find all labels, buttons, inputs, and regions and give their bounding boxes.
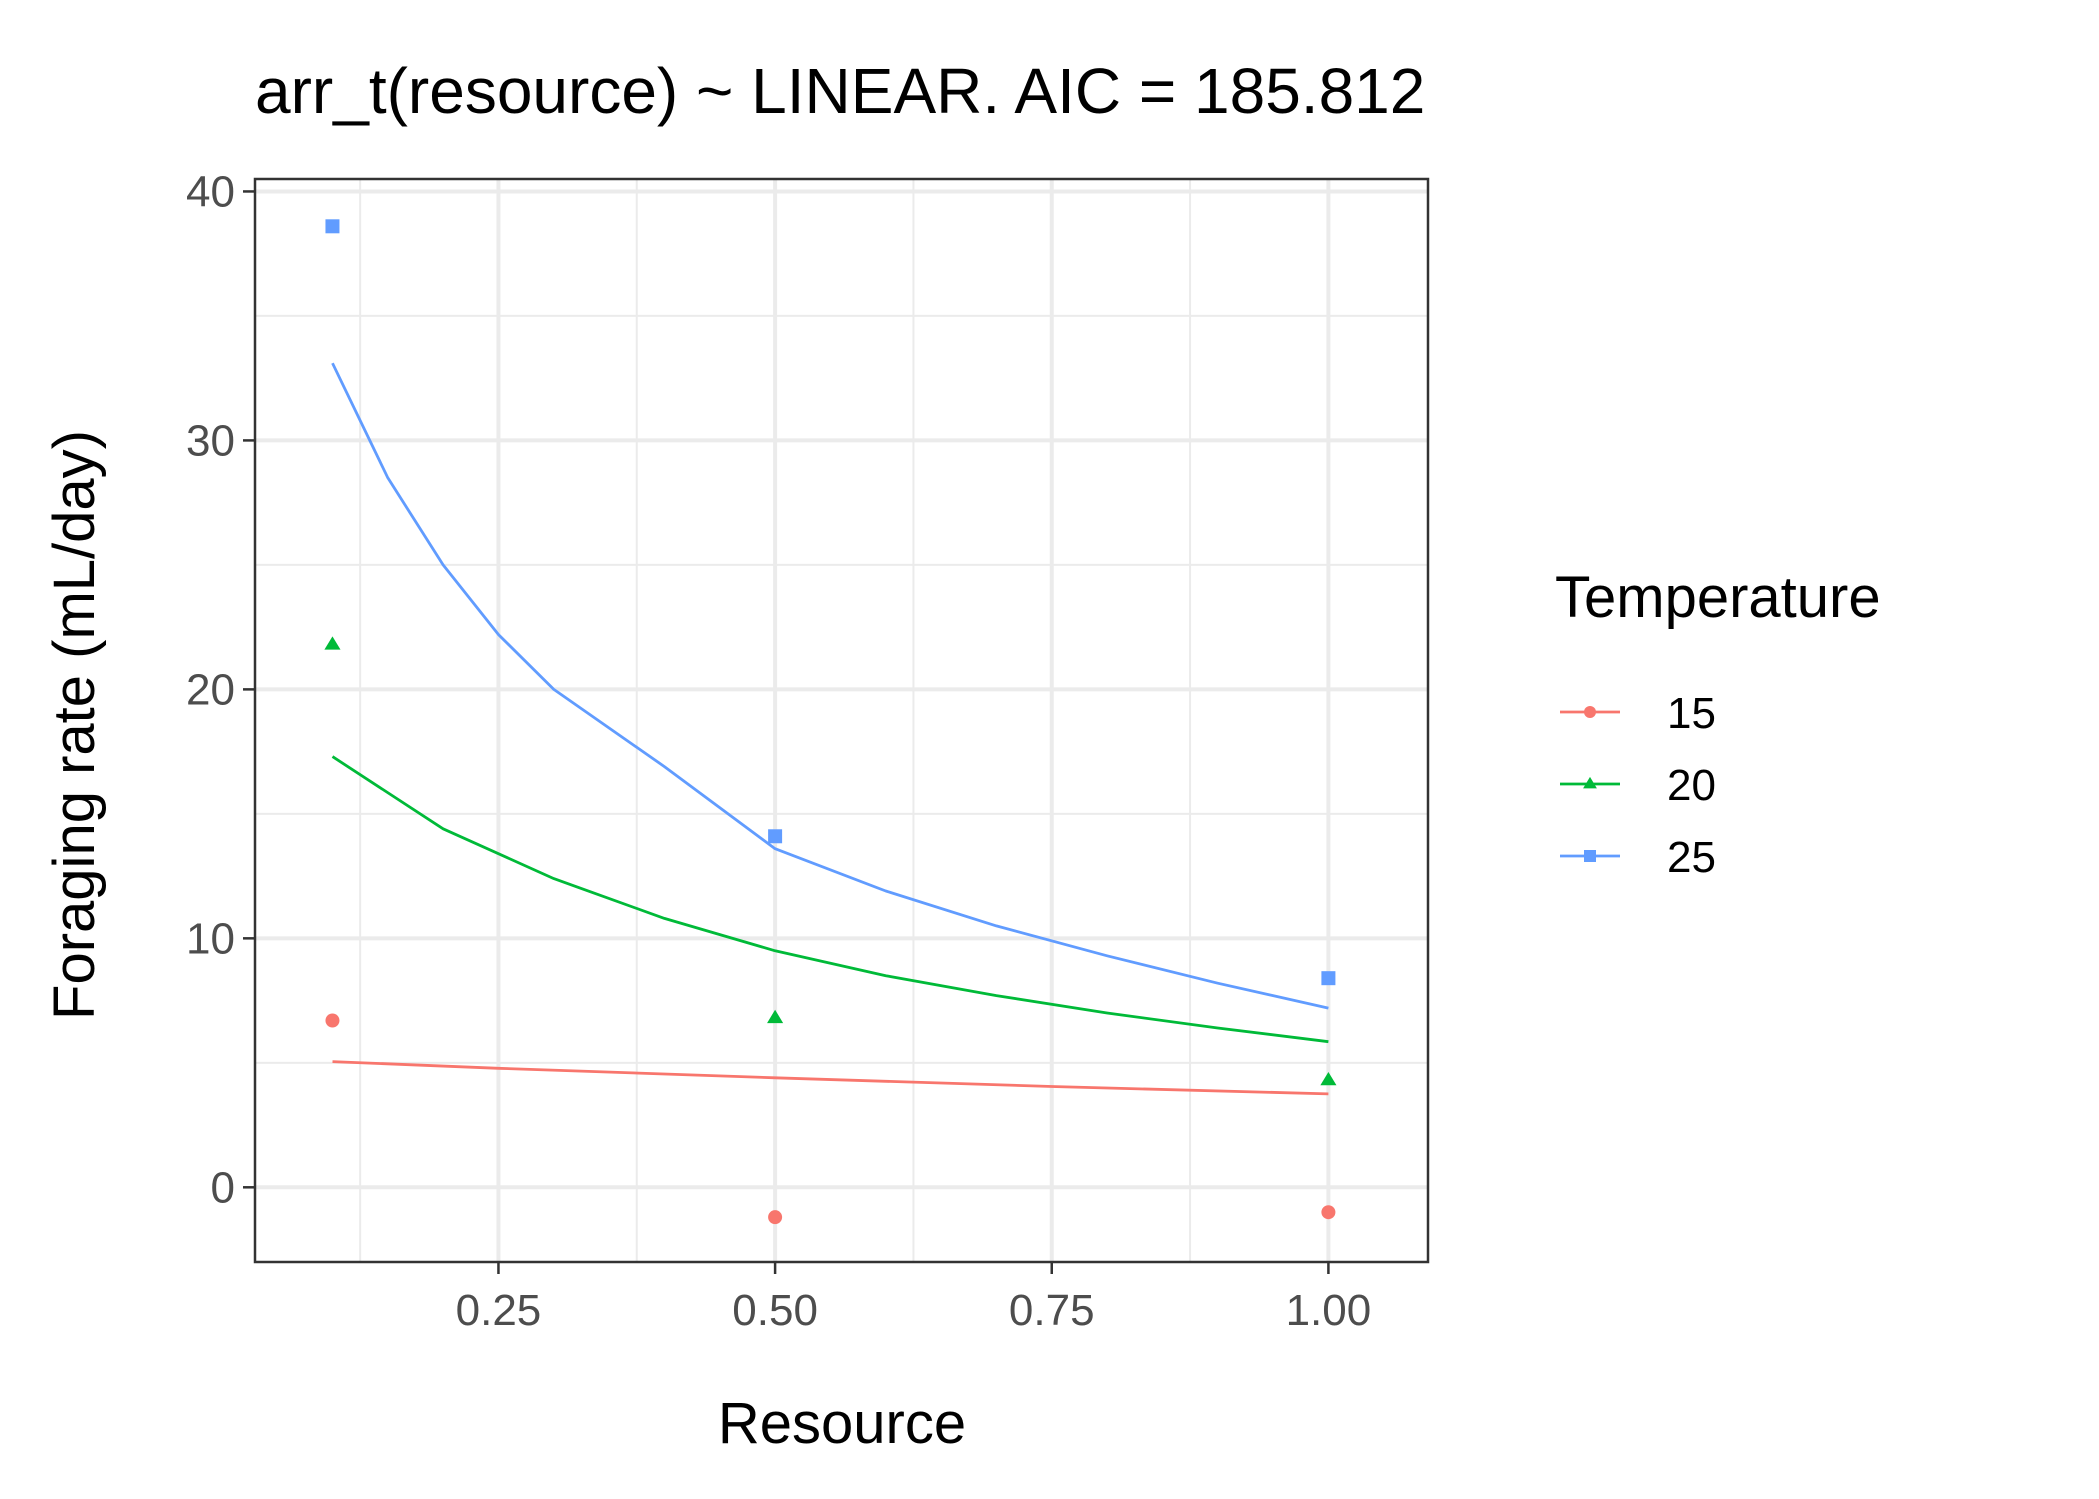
legend-key-marker-25 [1584, 850, 1596, 862]
data-point-25 [768, 829, 783, 844]
x-tick-label: 0.25 [456, 1286, 542, 1335]
y-axis-title: Foraging rate (mL/day) [42, 430, 107, 1020]
fit-line-20 [331, 755, 1329, 1044]
y-tick-label: 20 [186, 665, 235, 714]
legend-label-15: 15 [1667, 689, 1716, 738]
plot-panel [255, 179, 1428, 1262]
minor-gridlines [255, 179, 1428, 1262]
data-point-25 [325, 219, 340, 234]
y-tick-label: 0 [211, 1163, 235, 1212]
data-point-25 [1321, 971, 1336, 986]
data-point-15 [1321, 1205, 1336, 1220]
chart-title: arr_t(resource) ~ LINEAR. AIC = 185.812 [255, 55, 1425, 127]
major-gridlines [255, 179, 1428, 1262]
legend-key-marker-15 [1584, 706, 1596, 718]
x-axis-title: Resource [718, 1391, 966, 1456]
x-tick-label: 0.75 [1009, 1286, 1095, 1335]
y-tick-label: 10 [186, 914, 235, 963]
fitted-curves [331, 362, 1329, 1096]
data-point-20 [767, 1009, 784, 1024]
plot-panel-border [253, 177, 1430, 1264]
data-point-20 [1320, 1072, 1337, 1086]
legend-key-marker-20 [1583, 776, 1597, 789]
x-tick-label: 1.00 [1286, 1286, 1372, 1335]
legend-label-20: 20 [1667, 761, 1716, 810]
data-point-15 [325, 1013, 340, 1028]
y-tick-label: 30 [186, 416, 235, 465]
y-tick-label: 40 [186, 167, 235, 216]
fit-line-25 [331, 362, 1329, 1010]
legend: Temperature 15 20 25 [1555, 565, 1881, 882]
plot-panel-background [255, 179, 1428, 1262]
x-axis: 0.25 0.50 0.75 1.00 [456, 1262, 1372, 1335]
data-points [324, 219, 1337, 1225]
data-point-15 [768, 1210, 783, 1225]
data-point-20 [324, 636, 341, 650]
fit-line-15 [332, 1060, 1329, 1096]
legend-items: 15 20 25 [1560, 689, 1716, 882]
legend-title: Temperature [1555, 565, 1881, 630]
y-axis: 0 10 20 30 40 [186, 167, 255, 1212]
legend-label-25: 25 [1667, 833, 1716, 882]
x-tick-label: 0.50 [732, 1286, 818, 1335]
